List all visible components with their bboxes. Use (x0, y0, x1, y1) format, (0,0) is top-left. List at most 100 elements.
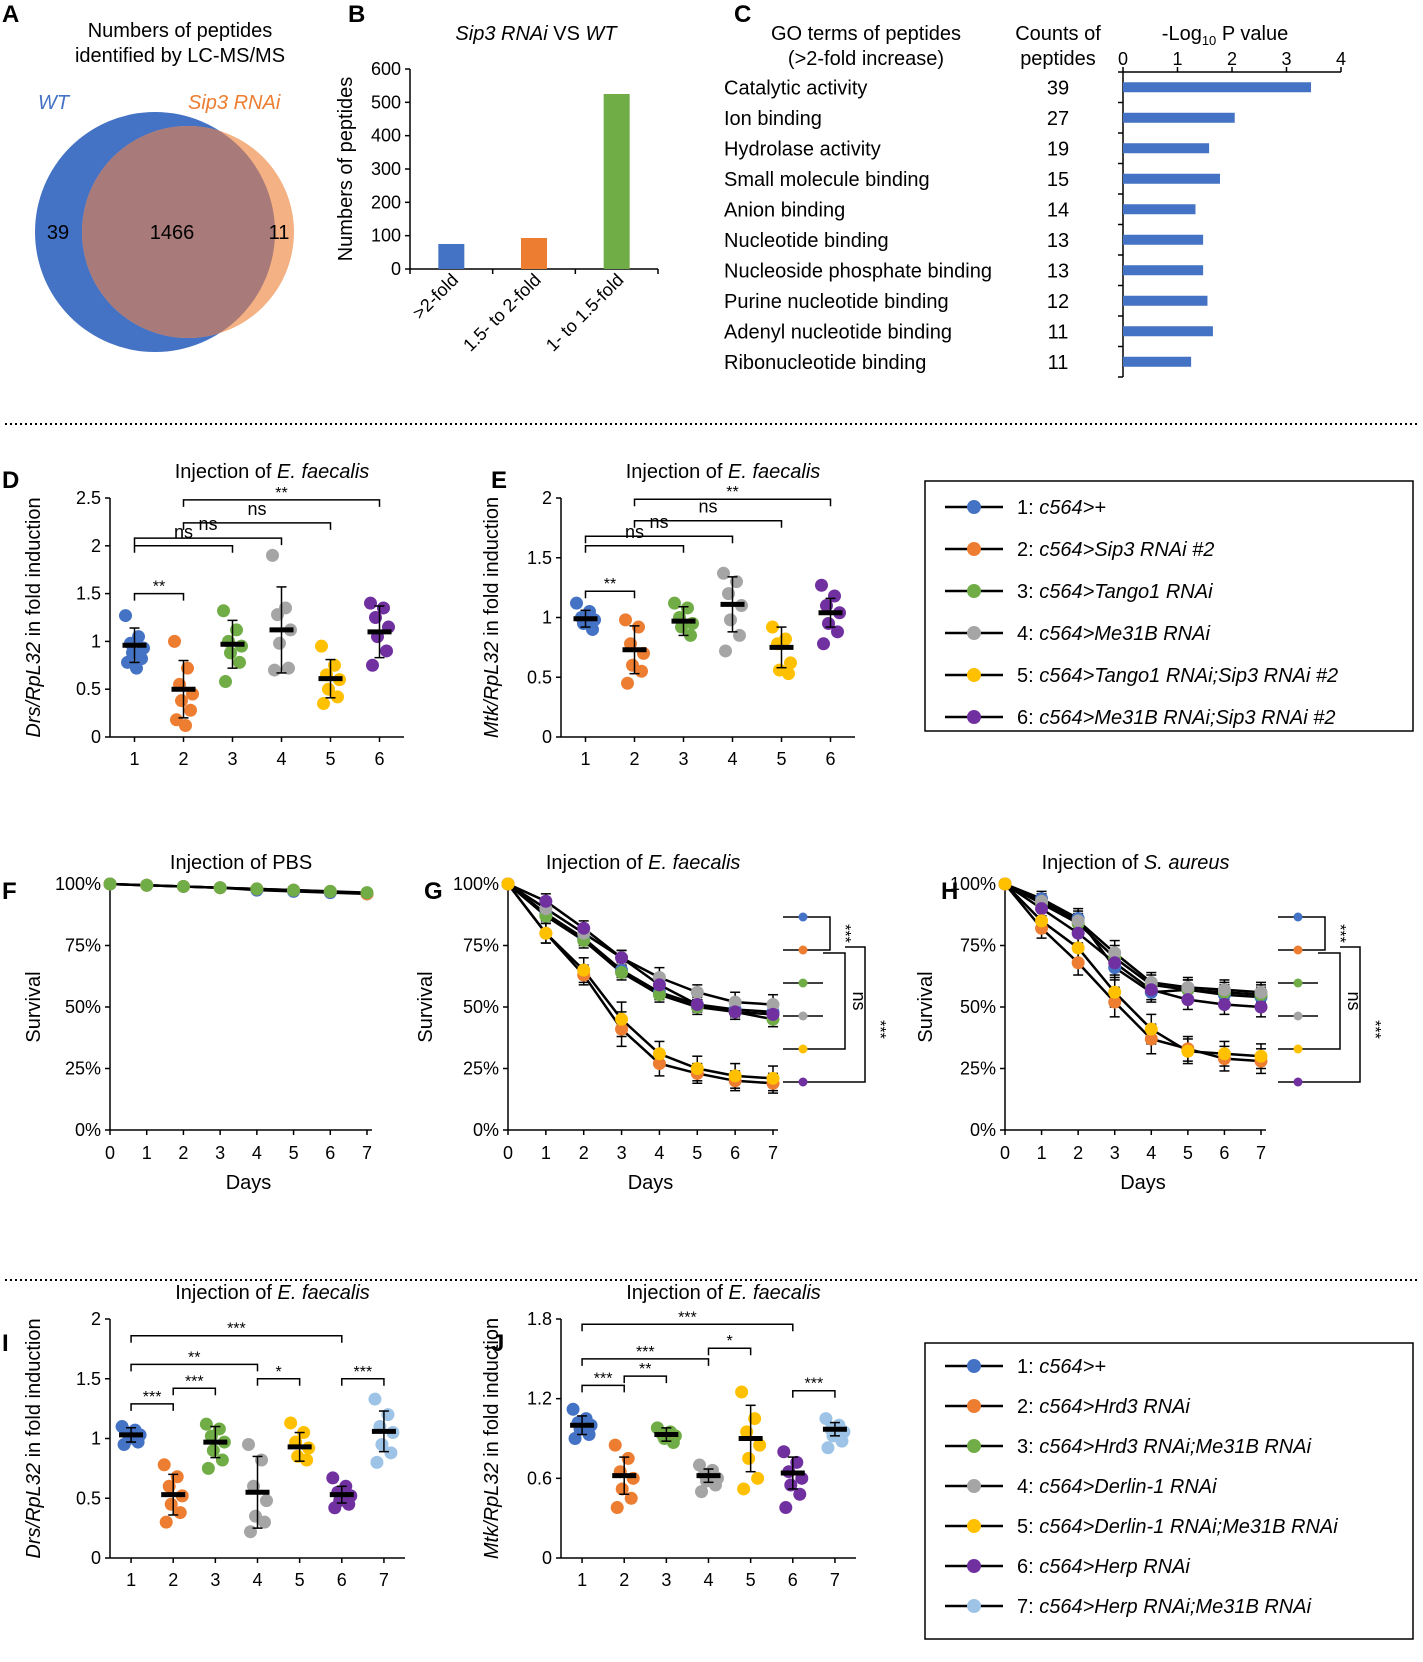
h-legend-marker (1293, 945, 1303, 955)
b-y-tick-label: 300 (371, 159, 401, 179)
legend-marker (967, 1599, 981, 1613)
j-data-point (819, 1412, 833, 1426)
g-x-tick-label: 5 (692, 1143, 702, 1163)
h-legend-marker (1293, 1077, 1303, 1087)
g-data-point (728, 1005, 742, 1019)
g-data-point (539, 894, 553, 908)
i-sig-bracket (172, 1387, 217, 1396)
panel-letter-j: J (491, 1330, 504, 1357)
g-data-point (577, 963, 591, 977)
legend-bottom-box (924, 1342, 1414, 1640)
legend-num: 1: (1017, 1356, 1039, 1378)
e-title-italic: E. faecalis (728, 461, 820, 483)
d-data-point (315, 639, 328, 653)
i-data-point (375, 1437, 389, 1451)
g-data-point (728, 1069, 742, 1083)
legend-num: 7: (1017, 1596, 1039, 1618)
legend-label: 1: c564>+ (1017, 1356, 1106, 1378)
d-sig-bracket (133, 545, 234, 553)
b-bar (438, 244, 465, 269)
h-legend-marker (1293, 1011, 1303, 1021)
j-data-point (610, 1501, 624, 1515)
e-data-point (815, 578, 828, 592)
i-data-point (215, 1453, 229, 1467)
i-data-point (201, 1461, 215, 1475)
g-x-axis-label: Days (628, 1172, 674, 1194)
f-data-point (287, 883, 301, 897)
h-data-point (1108, 946, 1122, 960)
b-y-tick-label: 400 (371, 126, 401, 146)
g-data-point (766, 1071, 780, 1085)
i-data-point (326, 1471, 340, 1485)
g-legend-marker (798, 1044, 808, 1054)
e-data-point (717, 566, 730, 580)
legend-label: 5: c564>Tango1 RNAi;Sip3 RNAi #2 (1017, 665, 1338, 687)
panel-letter-e: E (491, 467, 507, 494)
h-data-point (1071, 956, 1085, 970)
h-x-tick-label: 6 (1219, 1143, 1229, 1163)
e-y-tick-label: 2 (542, 488, 552, 508)
d-x-tick-label: 1 (129, 749, 139, 769)
legend-genotype: c564>Tango1 RNAi;Sip3 RNAi #2 (1039, 665, 1338, 687)
e-sig-bracket (584, 590, 636, 599)
h-sig-label: *** (1331, 924, 1348, 943)
c-go-term-label: Purine nucleotide binding (724, 291, 949, 313)
g-data-point (652, 1057, 666, 1071)
legend-num: 5: (1017, 665, 1039, 687)
legend-num: 2: (1017, 539, 1039, 561)
h-x-axis-label: Days (1120, 1172, 1166, 1194)
j-data-point (615, 1482, 629, 1496)
e-x-tick-label: 2 (629, 749, 639, 769)
legend-label: 7: c564>Herp RNAi;Me31B RNAi (1017, 1596, 1312, 1618)
b-x-tick-label: >2-fold (409, 270, 462, 323)
j-data-point (821, 1441, 835, 1455)
legend-marker (967, 1359, 981, 1373)
g-y-tick-label: 50% (463, 997, 499, 1017)
d-sig-label: ns (198, 514, 217, 534)
b-y-tick-label: 600 (371, 59, 401, 79)
j-y-tick-label: 1.2 (527, 1389, 552, 1409)
g-x-tick-label: 4 (654, 1143, 664, 1163)
e-y-tick-label: 1.5 (527, 548, 552, 568)
b-x-tick-label: 1- to 1.5-fold (542, 270, 628, 356)
e-x-tick-label: 1 (580, 749, 590, 769)
h-x-tick-label: 5 (1183, 1143, 1193, 1163)
d-sig-bracket (182, 499, 381, 507)
h-sig-bracket (1318, 952, 1341, 1050)
c-count-label: 15 (1047, 169, 1069, 191)
venn-overlap (82, 126, 275, 338)
venn-wt-label: WT (38, 92, 71, 114)
d-x-tick-label: 3 (227, 749, 237, 769)
venn-only-sip3: 11 (269, 222, 290, 244)
j-data-point (751, 1471, 765, 1485)
legend-num: 4: (1017, 623, 1039, 645)
e-sig-label: ns (698, 497, 717, 517)
j-data-point (793, 1487, 807, 1501)
g-sig-bracket (823, 952, 846, 1050)
g-x-tick-label: 6 (730, 1143, 740, 1163)
c-bar (1123, 326, 1213, 337)
d-title-italic: E. faecalis (277, 461, 369, 483)
legend-genotype: c564>Sip3 RNAi #2 (1039, 539, 1214, 561)
legend-label: 4: c564>Derlin-1 RNAi (1017, 1476, 1217, 1498)
legend-marker (967, 626, 981, 640)
h-title: Injection of S. aureus (1042, 852, 1230, 874)
j-x-tick-label: 2 (619, 1570, 629, 1590)
panel-f-survival-pbs: Injection of PBS 0% 25% 50% 75% 100% 0 1 2 3 4 5 6 7 D… (23, 852, 374, 1194)
j-data-point (779, 1501, 793, 1515)
d-data-point (317, 697, 330, 711)
h-data-point (1217, 983, 1231, 997)
i-data-point (342, 1497, 356, 1511)
g-x-tick-label: 7 (768, 1143, 778, 1163)
i-data-point (368, 1392, 382, 1406)
c-x-tick-label: 2 (1227, 49, 1237, 69)
i-sig-bracket (130, 1403, 174, 1411)
g-title-prefix: Injection of (546, 852, 648, 874)
h-y-tick-label: 75% (960, 936, 996, 956)
h-data-point (998, 877, 1012, 891)
panel-letter-c: C (734, 1, 751, 28)
i-y-axis-label: Drs/RpL32 in fold induction (23, 1318, 45, 1558)
i-data-point (117, 1437, 131, 1451)
legend-num: 2: (1017, 1396, 1039, 1418)
